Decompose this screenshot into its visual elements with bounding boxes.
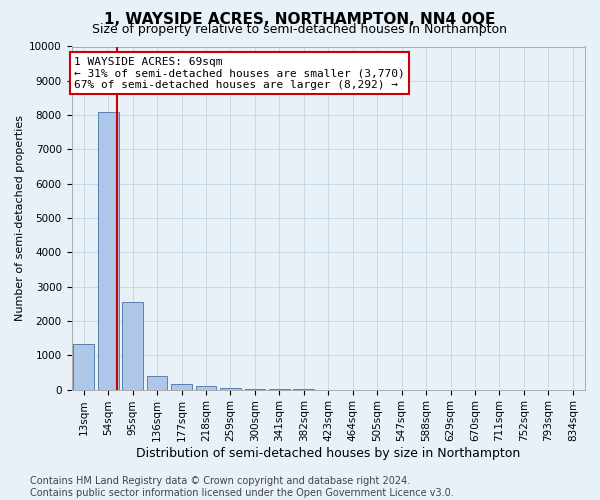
Text: 1, WAYSIDE ACRES, NORTHAMPTON, NN4 0QE: 1, WAYSIDE ACRES, NORTHAMPTON, NN4 0QE bbox=[104, 12, 496, 28]
Bar bbox=[73, 344, 94, 390]
Bar bbox=[245, 389, 265, 390]
Bar bbox=[171, 384, 192, 390]
Bar bbox=[196, 386, 217, 390]
Text: 1 WAYSIDE ACRES: 69sqm
← 31% of semi-detached houses are smaller (3,770)
67% of : 1 WAYSIDE ACRES: 69sqm ← 31% of semi-det… bbox=[74, 57, 405, 90]
X-axis label: Distribution of semi-detached houses by size in Northampton: Distribution of semi-detached houses by … bbox=[136, 447, 520, 460]
Bar bbox=[220, 388, 241, 390]
Text: Size of property relative to semi-detached houses in Northampton: Size of property relative to semi-detach… bbox=[92, 22, 508, 36]
Text: Contains HM Land Registry data © Crown copyright and database right 2024.
Contai: Contains HM Land Registry data © Crown c… bbox=[30, 476, 454, 498]
Bar bbox=[122, 302, 143, 390]
Bar bbox=[98, 112, 119, 390]
Y-axis label: Number of semi-detached properties: Number of semi-detached properties bbox=[15, 115, 25, 321]
Bar bbox=[147, 376, 167, 390]
